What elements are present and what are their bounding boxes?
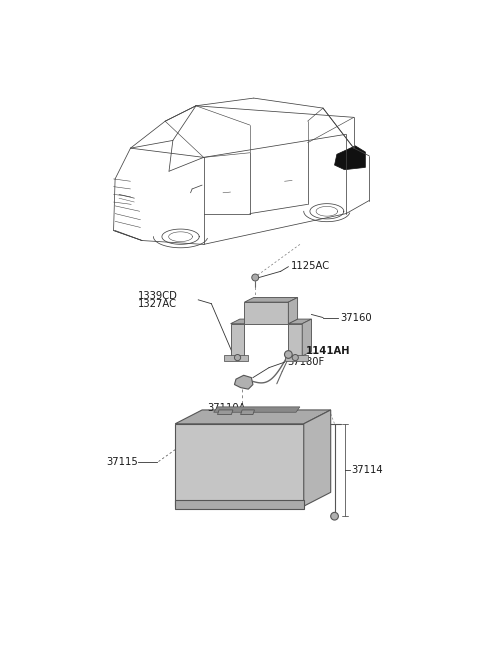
Circle shape (252, 274, 259, 281)
Polygon shape (230, 319, 254, 324)
Polygon shape (214, 407, 300, 412)
Polygon shape (288, 319, 312, 324)
Polygon shape (217, 410, 233, 415)
Text: 1339CD: 1339CD (138, 291, 178, 301)
Text: 37180F: 37180F (287, 357, 324, 367)
Polygon shape (175, 500, 304, 509)
Polygon shape (175, 410, 331, 424)
Circle shape (285, 351, 292, 358)
Polygon shape (244, 302, 288, 324)
Text: 37110A: 37110A (207, 403, 246, 413)
Polygon shape (288, 324, 302, 356)
Polygon shape (225, 355, 248, 361)
Circle shape (331, 512, 338, 520)
Polygon shape (335, 146, 365, 170)
Polygon shape (302, 319, 312, 356)
Polygon shape (234, 375, 253, 389)
Polygon shape (230, 324, 244, 356)
Text: 37114: 37114 (351, 465, 383, 475)
Polygon shape (244, 298, 298, 302)
Polygon shape (285, 355, 308, 361)
Polygon shape (175, 424, 304, 506)
Polygon shape (288, 298, 298, 324)
Text: 1125AC: 1125AC (291, 261, 330, 271)
Circle shape (292, 355, 299, 361)
Text: 1327AC: 1327AC (138, 300, 177, 309)
Circle shape (234, 355, 240, 361)
Text: 1141AH: 1141AH (306, 346, 350, 355)
Polygon shape (240, 410, 254, 415)
Text: 37160: 37160 (340, 313, 372, 323)
Polygon shape (304, 410, 331, 506)
Text: 37115: 37115 (106, 457, 138, 466)
